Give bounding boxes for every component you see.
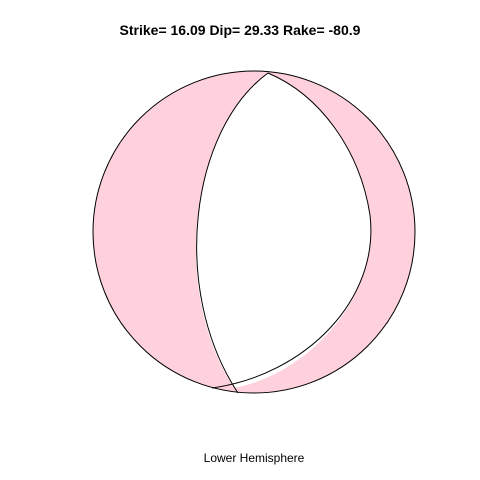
projection-label: Lower Hemisphere xyxy=(203,451,305,465)
nodal-plane-2 xyxy=(211,72,372,389)
dilatation-quadrant xyxy=(195,73,371,388)
nodal-plane-1 xyxy=(196,72,269,394)
primitive-circle xyxy=(92,70,416,394)
plot-title: Strike= 16.09 Dip= 29.33 Rake= -80.9 xyxy=(119,22,361,38)
